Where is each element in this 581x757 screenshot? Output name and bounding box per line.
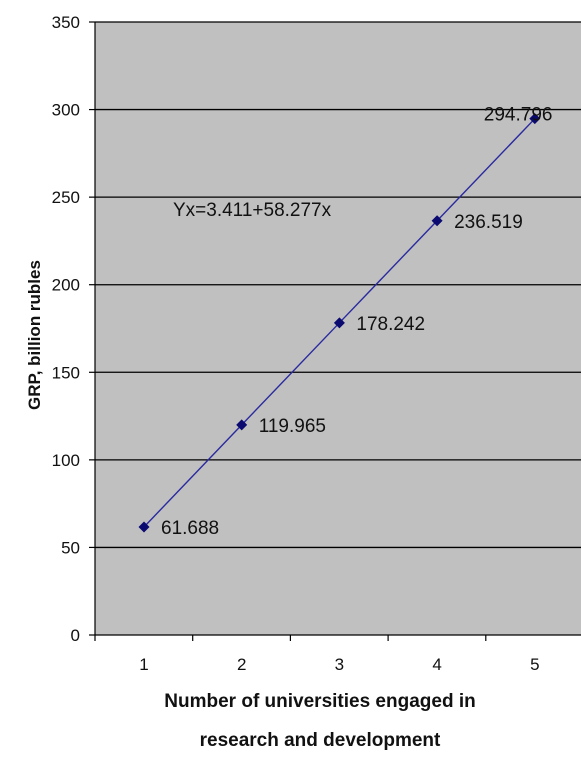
y-tick-label: 350	[52, 13, 80, 32]
x-tick-label: 1	[139, 655, 148, 674]
y-tick-label: 150	[52, 363, 80, 382]
series-markers	[138, 113, 541, 533]
x-axis-title-line-1: Number of universities engaged in	[164, 691, 475, 712]
x-tick-labels: 1 2 3 4 5	[139, 655, 539, 674]
data-label: 61.688	[161, 518, 219, 539]
y-axis-title: GRP, billion rubles	[25, 260, 44, 410]
y-tick-labels: 0 50 100 150 200 250 300 350	[52, 13, 80, 645]
data-label: 236.519	[454, 212, 523, 233]
y-tick-label: 300	[52, 101, 80, 120]
y-tick-label: 250	[52, 188, 80, 207]
data-label: 294.796	[484, 105, 553, 126]
y-tick-label: 0	[71, 626, 80, 645]
axes	[89, 21, 581, 641]
data-point-marker	[431, 215, 443, 227]
y-tick-label: 50	[61, 538, 80, 557]
data-point-marker	[236, 419, 248, 431]
x-axis-title-line-2: research and development	[200, 730, 441, 751]
data-label: 119.965	[259, 416, 326, 437]
data-point-marker	[333, 317, 345, 329]
y-tick-label: 200	[52, 276, 80, 295]
x-tick-label: 5	[530, 655, 539, 674]
y-tick-label: 100	[52, 451, 80, 470]
regression-equation: Yx=3.411+58.277x	[173, 200, 332, 221]
x-tick-label: 4	[432, 655, 441, 674]
data-label: 178.242	[356, 314, 425, 335]
data-point-marker	[529, 113, 541, 125]
x-tick-label: 3	[335, 655, 344, 674]
data-point-marker	[138, 521, 150, 533]
grid-lines	[95, 21, 581, 549]
data-labels: 61.688 119.965 178.242 236.519 294.796	[161, 105, 552, 539]
x-tick-label: 2	[237, 655, 246, 674]
plot-area	[95, 22, 581, 635]
